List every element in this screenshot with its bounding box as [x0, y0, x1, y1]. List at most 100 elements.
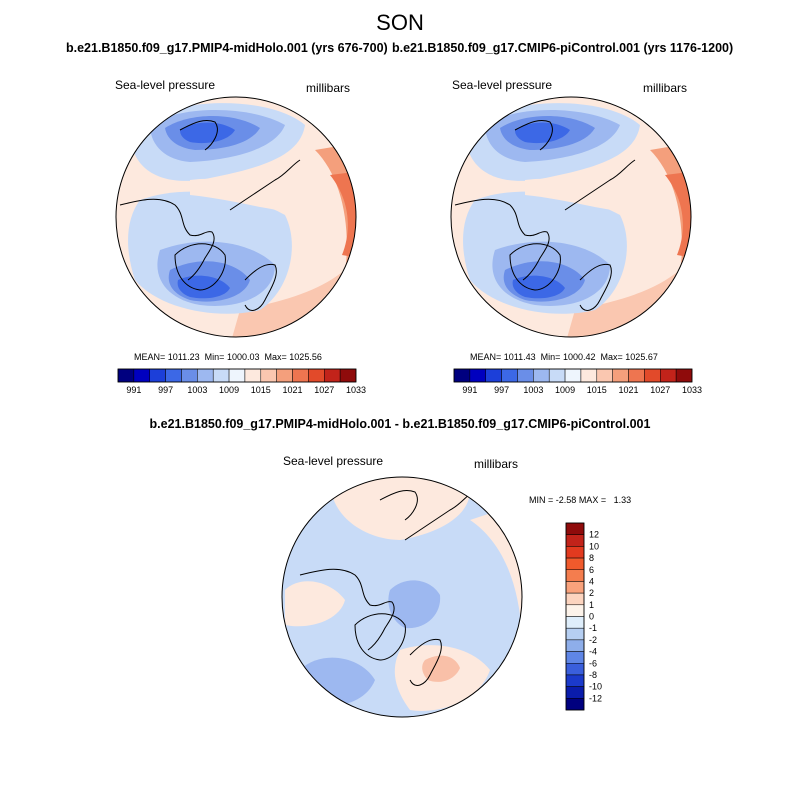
- difference-colorbar-cell: [565, 639, 585, 652]
- panel-1-coastlines: [119, 119, 301, 311]
- difference-colorbar-cell: [565, 581, 585, 594]
- difference-positive-west: [285, 581, 345, 627]
- difference-map: [281, 476, 523, 718]
- panel-1-coast-north-america: [119, 198, 215, 281]
- difference-colorbar-cell: [565, 674, 585, 687]
- difference-colorbar-label: 1: [589, 600, 594, 610]
- panel-1-colorbar-cell: [165, 368, 182, 383]
- difference-colorbar-label: 8: [589, 553, 594, 563]
- difference-minmax: MIN = -2.58 MAX = 1.33: [529, 495, 631, 505]
- panel-1-colorbar-cell: [197, 368, 214, 383]
- panel-2-min-label: Min=: [540, 352, 561, 362]
- panel-2-colorbar-cell: [628, 368, 645, 383]
- panel-2-stats: MEAN= 1011.43 Min= 1000.42 Max= 1025.67: [470, 352, 658, 362]
- difference-colorbar-cell: [565, 616, 585, 629]
- panel-2-colorbar-cell: [675, 368, 693, 383]
- panel-2-pacific-high-max: [665, 170, 691, 260]
- difference-coastlines: [299, 489, 476, 686]
- difference-colorbar-cell: [565, 522, 585, 535]
- panel-1-colorbar-cell: [212, 368, 230, 383]
- panel-1-colorbar: 991 997 1003 1009 1015 1021 1027 1033: [117, 368, 366, 395]
- panel-2-colorbar-label: 1015: [587, 385, 607, 395]
- difference-min-value: -2.58: [555, 495, 577, 505]
- difference-colorbar-label: -2: [589, 635, 597, 645]
- panel-2-aleutian-low-4: [515, 122, 570, 144]
- panel-1-mean-value: 1011.23: [167, 352, 200, 362]
- difference-units: millibars: [474, 457, 519, 471]
- panel-2-colorbar-cell: [612, 368, 629, 383]
- panel-1-colorbar-cell: [228, 368, 246, 383]
- panel-1-colorbar-cell: [324, 368, 341, 383]
- difference-colorbar-label: -4: [589, 647, 597, 657]
- panel-1-mean-label: MEAN=: [134, 352, 166, 362]
- difference-colorbar-label: -8: [589, 670, 597, 680]
- difference-colorbar-label: 2: [589, 588, 594, 598]
- difference-min-label: MIN =: [529, 495, 554, 505]
- panel-2-colorbar-cell: [517, 368, 534, 383]
- panel-1-colorbar-cell: [260, 368, 277, 383]
- panel-2-colorbar-label: 1027: [650, 385, 670, 395]
- panel-1-coast-eurasia: [229, 159, 301, 311]
- panel-2-coast-alaska: [514, 119, 553, 151]
- panel-2-colorbar-label: 991: [462, 385, 477, 395]
- panel-1-colorbar-cell: [339, 368, 357, 383]
- panel-1-min-value: 1000.03: [226, 352, 260, 362]
- panel-1-aleutian-low-4: [180, 122, 235, 144]
- panel-1-colorbar-label: 1009: [219, 385, 239, 395]
- panel-1-max-value: 1025.56: [289, 352, 322, 362]
- panel-2-colorbar-label: 1021: [619, 385, 639, 395]
- panel-1-units: millibars: [306, 81, 351, 95]
- panel-2-colorbar-label: 1003: [523, 385, 543, 395]
- panel-2-coast-north-america: [454, 198, 550, 281]
- panel-1-pacific-high-max: [330, 170, 356, 260]
- difference-colorbar-cell: [565, 546, 585, 559]
- difference-colorbar-cell: [565, 686, 585, 699]
- difference-colorbar-cell: [565, 592, 585, 606]
- panel-1-max-label: Max=: [264, 352, 287, 362]
- panel-1-colorbar-label: 1015: [251, 385, 271, 395]
- difference-colorbar-label: -10: [589, 682, 602, 692]
- panel-2-coast-eurasia: [564, 159, 636, 311]
- panel-2-run-title: b.e21.B1850.f09_g17.CMIP6-piControl.001 …: [392, 41, 734, 55]
- panel-2-colorbar-cell: [564, 368, 582, 383]
- difference-colorbar-label: -6: [589, 658, 597, 668]
- panel-2-coastlines: [454, 119, 636, 311]
- difference-coast-greenland: [354, 613, 406, 661]
- panel-1-stats: MEAN= 1011.23 Min= 1000.03 Max= 1025.56: [134, 352, 322, 362]
- panel-1-colorbar-label: 991: [126, 385, 141, 395]
- panel-2-colorbar-label: 1009: [555, 385, 575, 395]
- panel-2-colorbar-cell: [580, 368, 598, 383]
- difference-positive-north: [330, 477, 470, 540]
- difference-colorbar-cell: [565, 663, 585, 676]
- panel-1-colorbar-cell: [276, 368, 293, 383]
- panel-1-colorbar-cell: [292, 368, 309, 383]
- difference-colorbar-label: 6: [589, 565, 594, 575]
- difference-colorbar-label: 12: [589, 530, 599, 540]
- panel-1-colorbar-cell: [244, 368, 262, 383]
- panel-1-colorbar-cell: [117, 368, 135, 383]
- panel-1-coast-alaska: [179, 119, 218, 151]
- panel-2-colorbar-label: 1033: [682, 385, 702, 395]
- panel-2-colorbar-cell: [533, 368, 550, 383]
- panel-2-colorbar: 991 997 1003 1009 1015 1021 1027 1033: [453, 368, 702, 395]
- difference-colorbar-frame: [565, 522, 585, 711]
- panel-2-colorbar-cell: [469, 368, 486, 383]
- panel-1-colorbar-label: 1003: [187, 385, 207, 395]
- panel-1-colorbar-label: 1021: [283, 385, 303, 395]
- panel-1-colorbar-frame: [117, 368, 357, 383]
- panel-2-units: millibars: [643, 81, 688, 95]
- difference-colorbar-cell: [565, 569, 585, 582]
- panel-1-siberian-band: [190, 178, 300, 212]
- panel-2-colorbar-cell: [548, 368, 566, 383]
- panel-2-colorbar-cell: [485, 368, 502, 383]
- panel-2-colorbar-label: 997: [494, 385, 509, 395]
- panel-1-colorbar-label: 997: [158, 385, 173, 395]
- panel-2-max-value: 1025.67: [625, 352, 658, 362]
- panel-1-colorbar-cell: [149, 368, 166, 383]
- difference-colorbar-label: -12: [589, 693, 602, 703]
- difference-map-border: [281, 476, 523, 718]
- panel-1-map-border: [115, 96, 357, 338]
- panel-1-map: [115, 96, 357, 338]
- panel-2-colorbar-cell: [660, 368, 677, 383]
